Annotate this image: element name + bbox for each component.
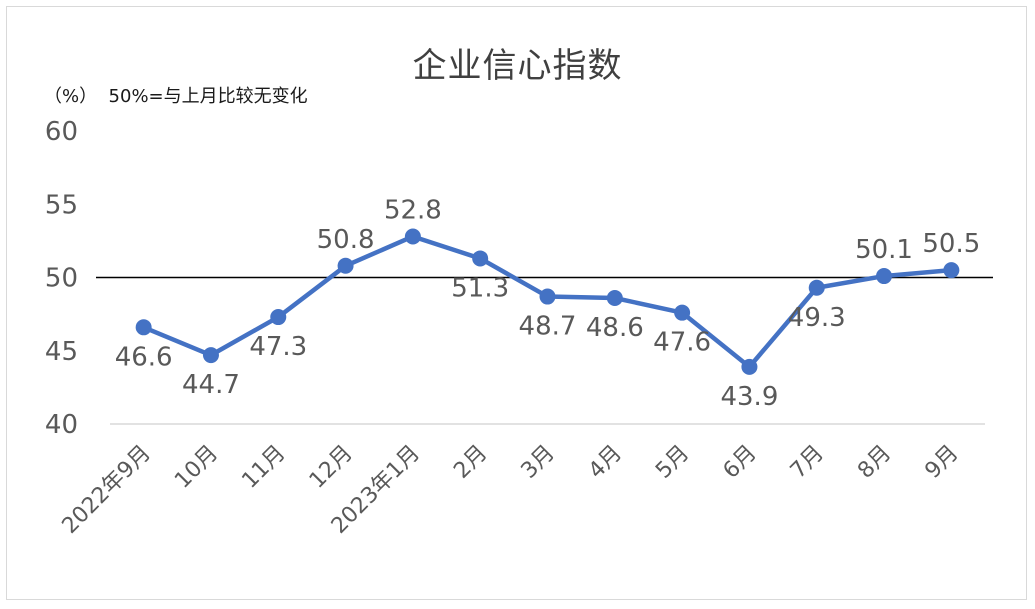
data-point [606,290,623,307]
data-point [202,347,219,364]
data-point [876,268,893,285]
data-point [539,288,556,305]
data-label: 49.3 [788,303,846,333]
data-point [472,250,489,267]
data-label: 47.3 [249,332,307,362]
x-tick-label: 6月 [719,441,762,484]
y-tick-label: 60 [45,117,78,147]
data-point [943,262,960,279]
data-label: 48.6 [586,313,644,343]
data-label: 50.5 [922,229,980,259]
x-tick-label: 2月 [449,441,492,484]
data-point [337,257,354,274]
data-point [135,319,152,336]
x-tick-label: 10月 [170,441,223,494]
chart-frame [6,6,1027,600]
chart-subtitle: （%） 50%=与上月比较无变化 [44,86,308,107]
x-tick-label: 9月 [920,441,963,484]
x-tick-label: 2022年9月 [58,441,156,539]
data-point [808,279,825,296]
data-label: 44.7 [182,370,240,400]
data-label: 50.8 [317,225,375,255]
y-tick-label: 55 [45,190,78,220]
x-tick-label: 11月 [237,441,290,494]
x-tick-label: 7月 [786,441,829,484]
data-label: 46.6 [115,342,173,372]
data-point [270,309,287,326]
x-tick-label: 3月 [517,441,560,484]
x-tick-label: 5月 [651,441,694,484]
data-label: 51.3 [451,273,509,303]
y-axis-ticks: 40 45 50 55 60 [45,117,78,440]
data-point [741,358,758,375]
x-tick-label: 8月 [853,441,896,484]
chart-title: 企业信心指数 [412,46,623,86]
data-label: 47.6 [653,328,711,358]
data-label: 50.1 [855,235,913,265]
data-point [404,228,421,245]
data-label: 52.8 [384,195,442,225]
data-points [135,228,960,375]
data-point [674,304,691,321]
data-label: 43.9 [720,382,778,412]
data-labels: 46.6 44.7 47.3 50.8 52.8 51.3 48.7 48.6 47.6 43.9… [115,195,981,411]
x-tick-label: 4月 [584,441,627,484]
y-tick-label: 50 [45,264,78,294]
y-tick-label: 45 [45,337,78,367]
y-tick-label: 40 [45,410,78,440]
data-label: 48.7 [519,312,577,342]
x-tick-label: 12月 [305,441,358,494]
